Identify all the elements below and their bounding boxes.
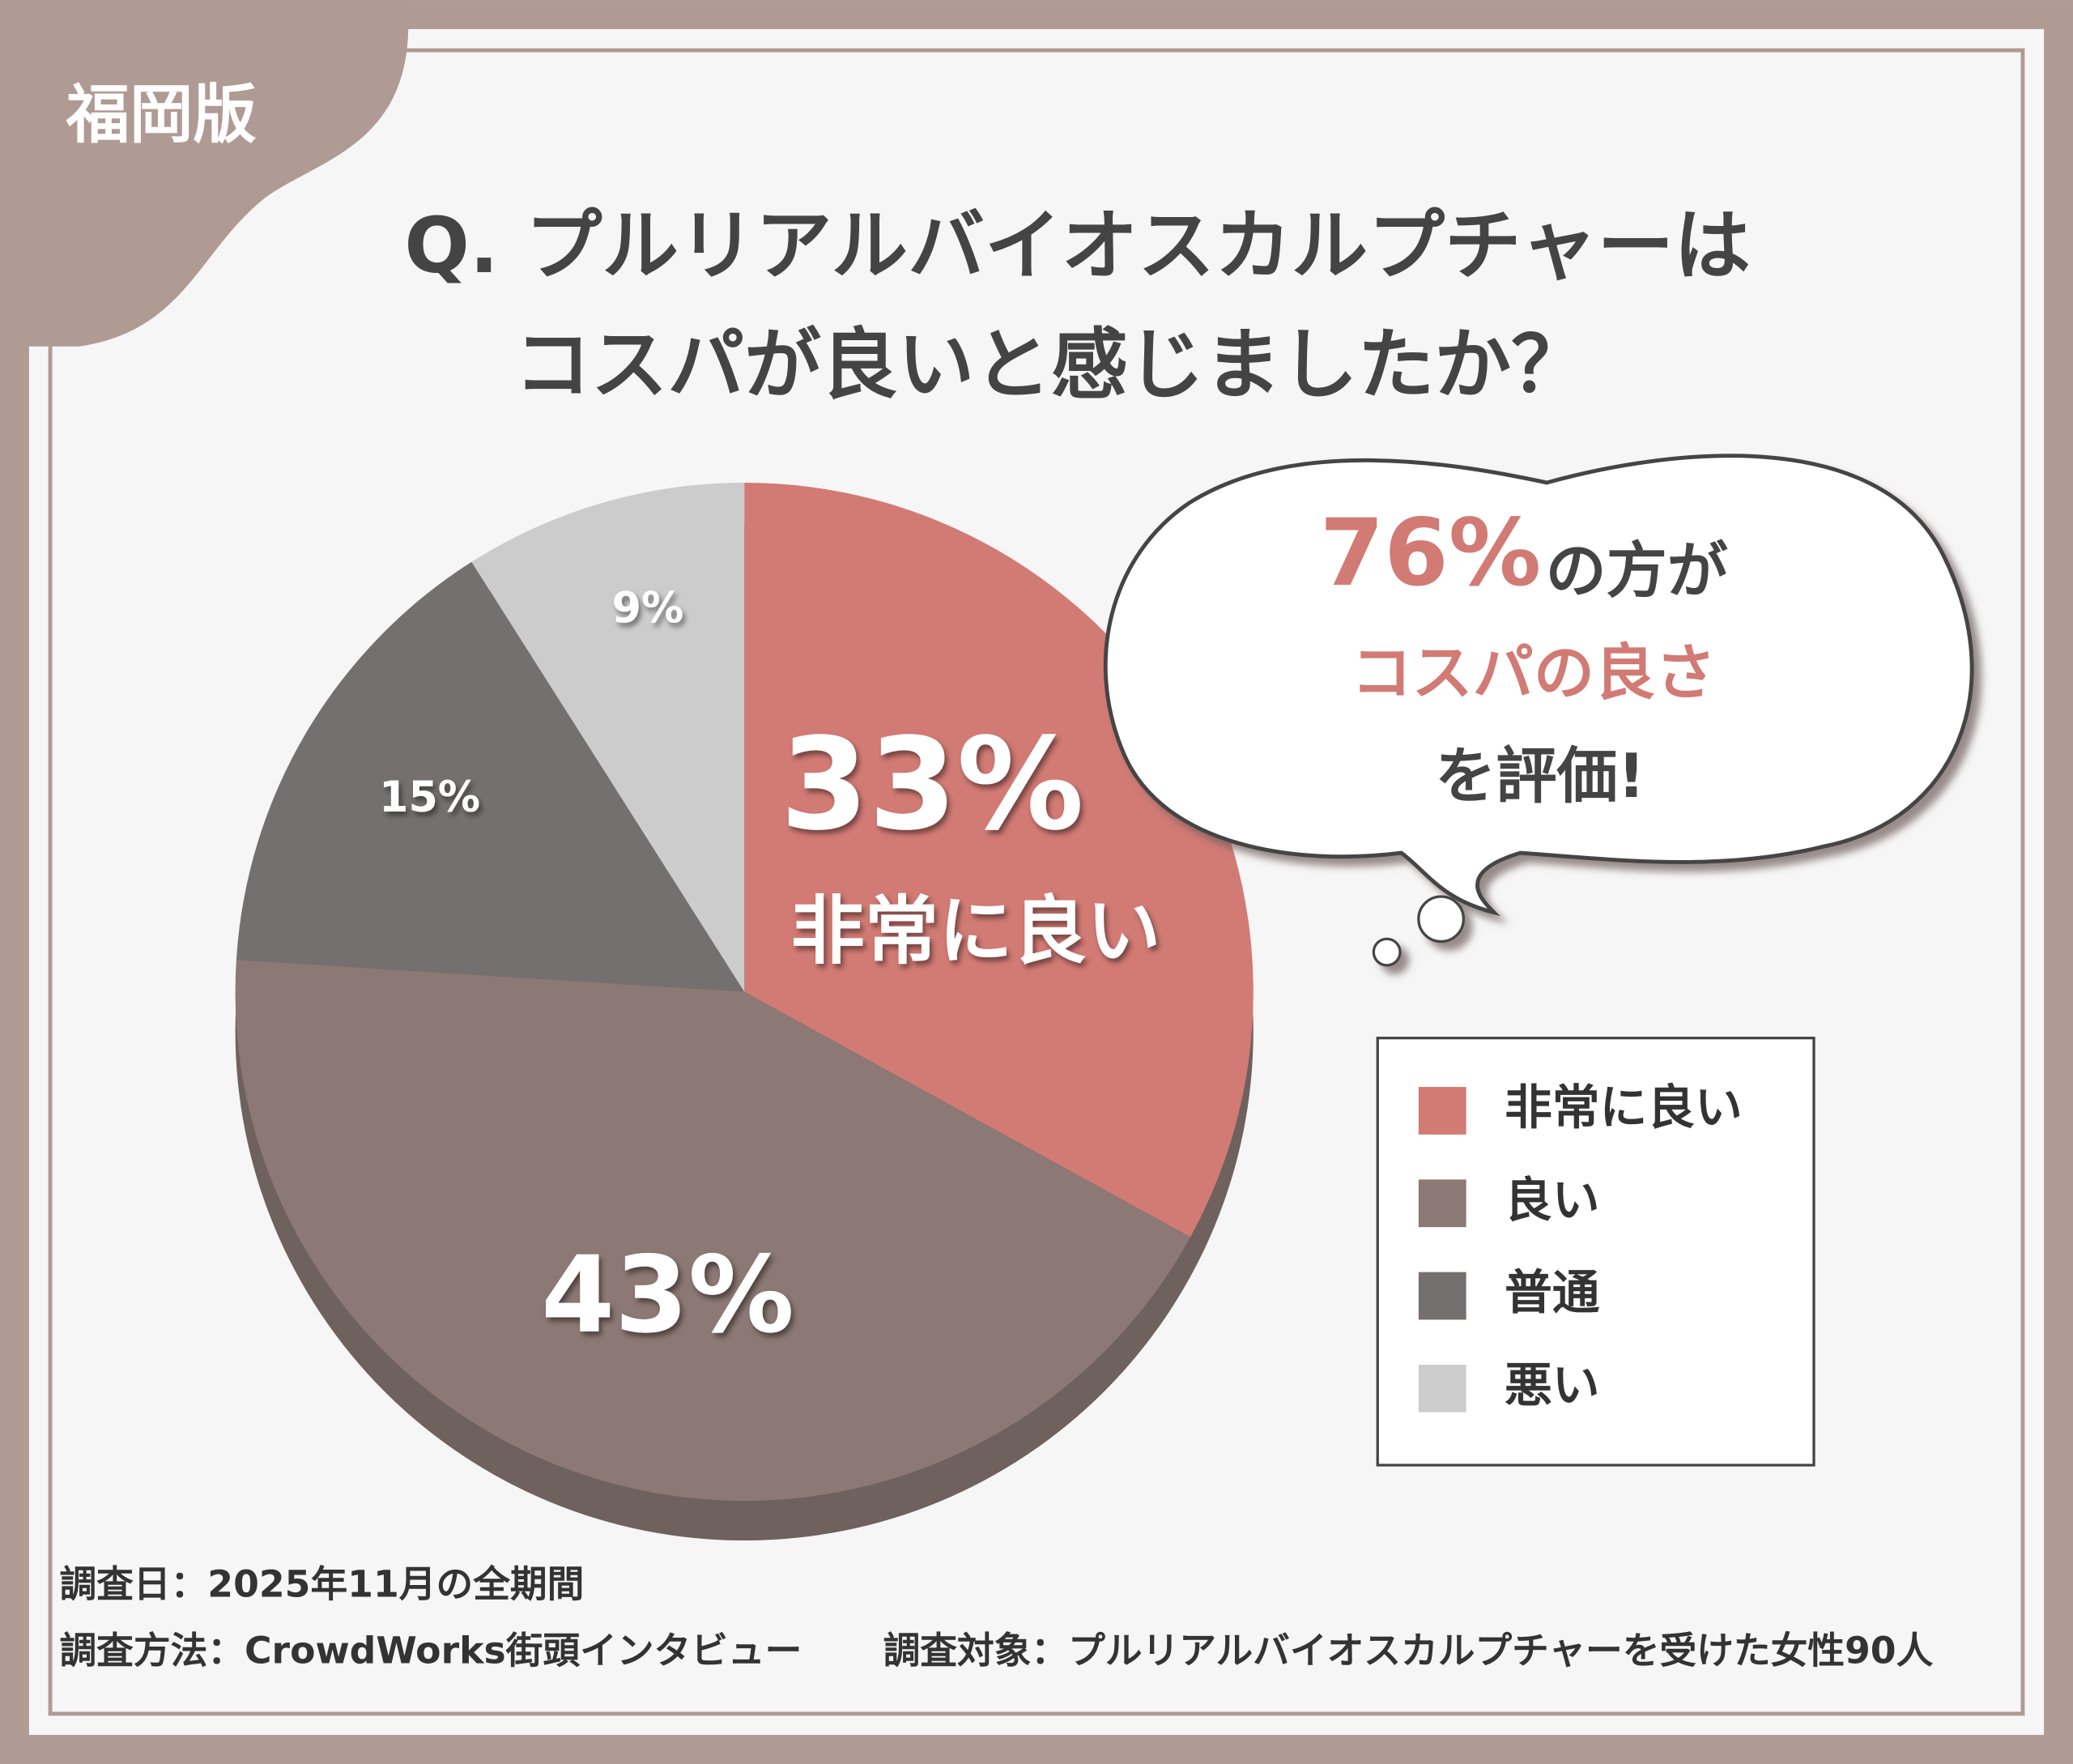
data-label: 33% — [780, 711, 1083, 859]
callout-text: の方が — [1546, 535, 1728, 607]
legend-swatch — [1418, 1272, 1466, 1320]
callout-text: 76% — [1320, 499, 1542, 607]
callout-text: コスパの良さ — [1351, 637, 1717, 708]
footnote: 調査方法：CrowdWorks街頭インタビュー — [59, 1629, 802, 1672]
pie-slice — [235, 960, 1191, 1502]
legend-swatch — [1418, 1179, 1466, 1228]
slice-name: 非常に良い — [790, 888, 1160, 974]
pie-slice — [471, 482, 745, 992]
legend-label: 悪い — [1505, 1357, 1600, 1412]
legend-label: 普通 — [1505, 1264, 1600, 1320]
legend-swatch — [1418, 1087, 1466, 1135]
callout-text: を評価! — [1435, 740, 1645, 812]
data-label: 9% — [612, 584, 684, 633]
bubble-dot — [1372, 937, 1402, 967]
callout — [1103, 454, 1974, 967]
title-line: Q. プルリアルバイオスカルプチャーは — [404, 202, 1751, 291]
legend-label: 良い — [1505, 1172, 1600, 1228]
badge-shape — [0, 0, 409, 347]
pie-slice — [236, 561, 745, 992]
legend-label: 非常に良い — [1505, 1080, 1743, 1136]
data-label: 43% — [541, 1234, 794, 1357]
inner-line — [48, 48, 2025, 1716]
speech-bubble — [1103, 454, 1974, 917]
pie — [235, 482, 1254, 1541]
bubble-dot — [1417, 895, 1465, 944]
title-line: コスパが良いと感じましたか？ — [514, 321, 1588, 410]
footnote: 調査日：2025年11月の全期間 — [59, 1563, 584, 1606]
data-label: 15% — [379, 773, 480, 822]
legend-swatch — [1418, 1364, 1466, 1412]
badge-text: 福岡版 — [66, 78, 257, 151]
footnote: 調査対象：プルリアルバイオスカルプチャーを受けた女性90人 — [883, 1629, 1934, 1672]
